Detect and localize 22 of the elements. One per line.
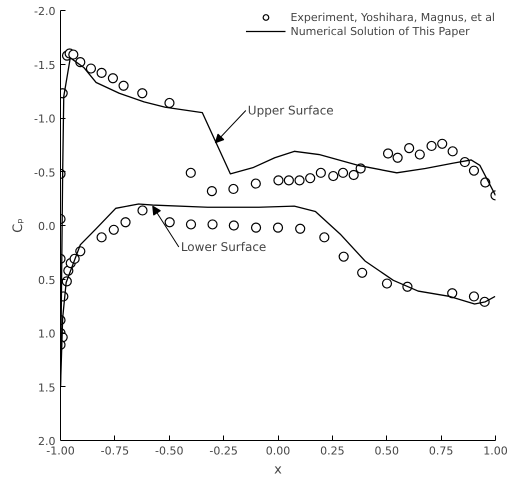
x-axis-title: x: [274, 462, 282, 478]
y-tick-label: -1.0: [34, 112, 56, 126]
legend-label: Experiment, Yoshihara, Magnus, et al: [290, 10, 495, 24]
x-tick-label: -0.50: [155, 444, 184, 458]
x-tick-label: -0.25: [209, 444, 238, 458]
y-tick-label: -2.0: [34, 5, 56, 18]
x-tick-label: 0.00: [266, 444, 290, 458]
y-axis-title: Cₚ: [11, 218, 26, 233]
y-tick-label: 1.5: [38, 381, 56, 394]
y-tick-label: -0.5: [34, 166, 56, 180]
x-tick-label: -0.75: [100, 444, 130, 458]
y-tick-label: 1.0: [38, 328, 56, 340]
y-tick-label: -1.5: [34, 58, 56, 72]
x-tick-label: 0.50: [374, 444, 400, 458]
x-tick-label: 1.00: [483, 444, 508, 458]
x-tick-label: 0.75: [428, 444, 454, 458]
annotation: Lower Surface: [180, 240, 266, 254]
annotation: Upper Surface: [248, 103, 334, 118]
y-tick-label: 0.0: [38, 220, 56, 233]
legend-label: Numerical Solution of This Paper: [290, 24, 470, 38]
x-tick-label: 0.25: [320, 444, 345, 458]
y-tick-label: 0.5: [38, 274, 56, 287]
